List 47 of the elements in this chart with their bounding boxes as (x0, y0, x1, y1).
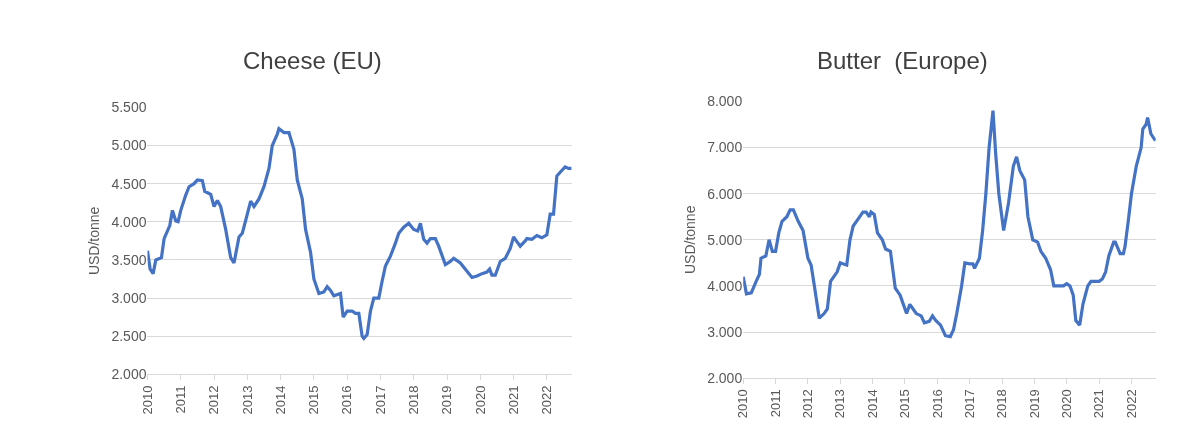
y-tick-label: 5.500 (111, 99, 147, 116)
y-tick-label: 5.000 (111, 137, 147, 154)
x-tick-label: 2016 (929, 389, 945, 419)
x-tick-label: 2018 (994, 389, 1010, 419)
y-tick-label: 3.500 (111, 251, 147, 268)
y-tick-label: 2.000 (707, 370, 743, 387)
y-axis-title: USD/tonne (86, 206, 103, 276)
x-tick-label: 2013 (239, 385, 255, 415)
y-tick-label: 7.000 (707, 139, 743, 156)
x-tick-label: 2011 (767, 389, 783, 418)
x-tick-label: 2013 (832, 389, 848, 419)
x-tick-label: 2020 (1058, 389, 1074, 419)
x-tick-label: 2014 (864, 389, 880, 419)
y-axis-title: USD/tonne (681, 205, 698, 275)
y-tick-label: 3.000 (111, 289, 147, 306)
x-tick-label: 2016 (339, 385, 355, 415)
chart-title: Cheese (EU) (243, 47, 382, 74)
chart-title: Butter (Europe) (817, 47, 988, 74)
y-tick-label: 4.000 (707, 277, 743, 294)
x-tick-label: 2012 (206, 385, 222, 415)
x-tick-label: 2019 (439, 385, 455, 415)
x-tick-label: 2010 (735, 389, 751, 419)
x-tick-label: 2017 (372, 385, 388, 415)
y-tick-label: 5.000 (707, 231, 743, 248)
y-tick-label: 2.500 (111, 328, 147, 345)
x-tick-label: 2017 (961, 389, 977, 419)
x-tick-label: 2021 (1091, 389, 1107, 419)
y-tick-label: 4.000 (111, 213, 147, 230)
x-tick-label: 2015 (306, 385, 322, 415)
y-tick-label: 8.000 (707, 93, 743, 110)
x-tick-label: 2019 (1026, 389, 1042, 419)
y-tick-label: 3.000 (707, 323, 743, 340)
y-tick-label: 6.000 (707, 185, 743, 202)
x-tick-label: 2010 (139, 385, 155, 415)
line-series (743, 109, 1156, 339)
x-tick-label: 2012 (800, 389, 816, 419)
x-tick-label: 2021 (505, 385, 521, 415)
line-series (147, 127, 572, 341)
y-tick-label: 2.000 (111, 366, 147, 383)
x-tick-label: 2011 (172, 385, 188, 414)
y-tick-label: 4.500 (111, 175, 147, 192)
x-tick-label: 2015 (897, 389, 913, 419)
x-tick-label: 2018 (405, 385, 421, 415)
x-tick-label: 2014 (272, 385, 288, 415)
x-tick-label: 2022 (1123, 389, 1139, 419)
x-tick-label: 2020 (472, 385, 488, 415)
x-tick-label: 2022 (539, 385, 555, 415)
